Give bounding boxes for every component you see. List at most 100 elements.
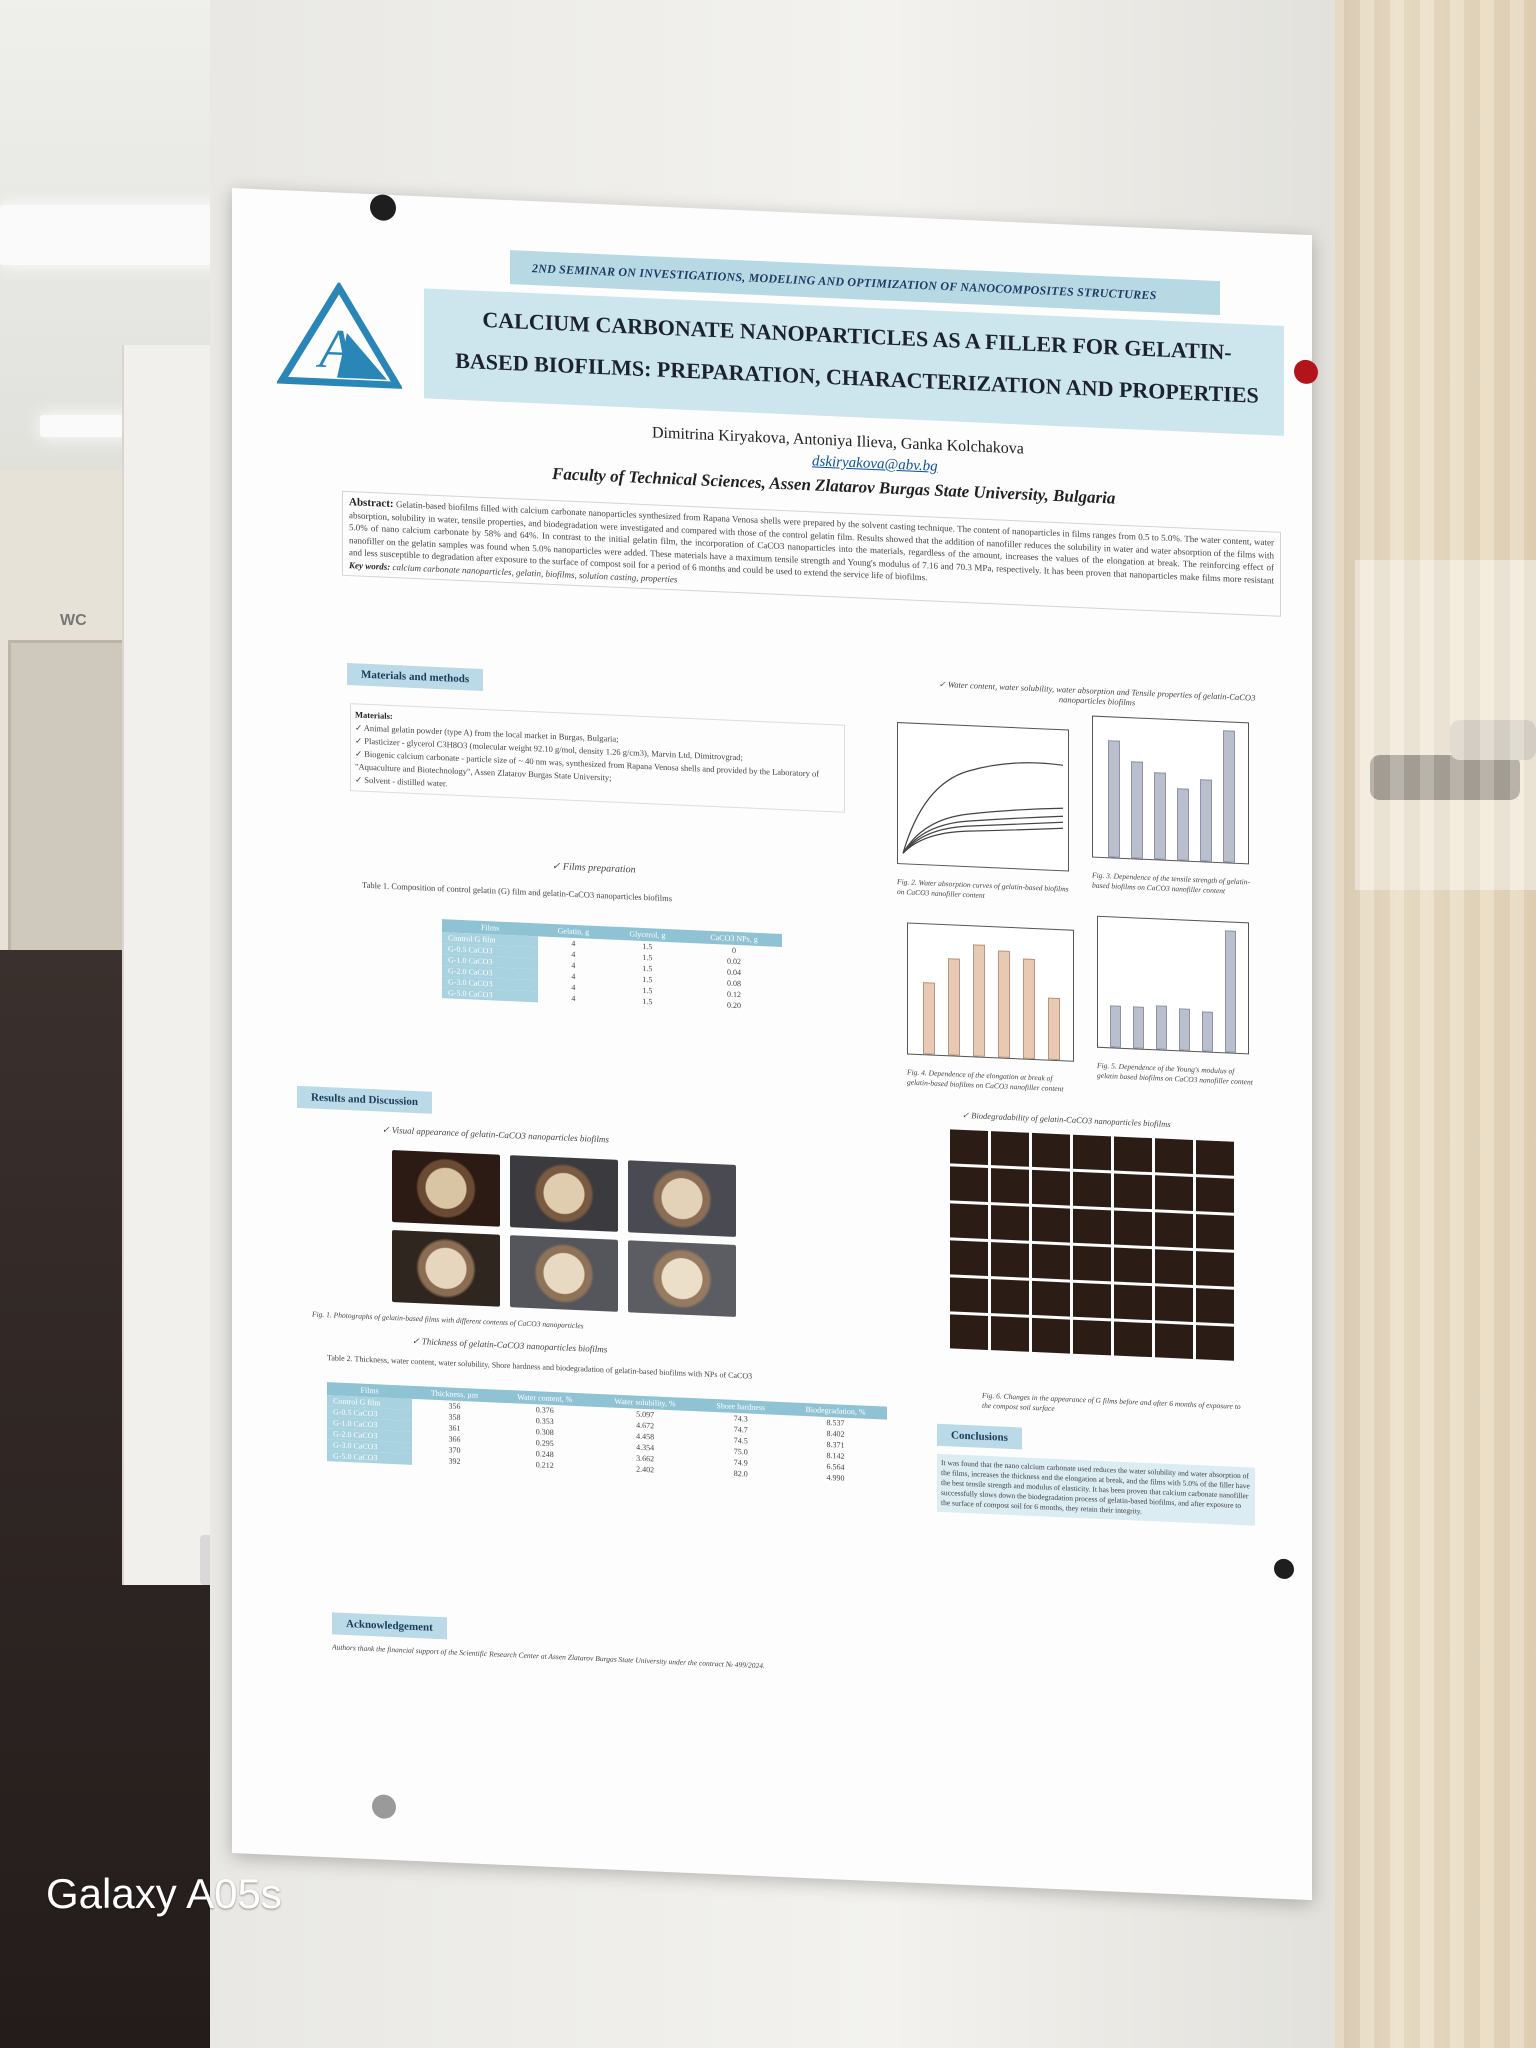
keywords-label: Key words: xyxy=(349,559,391,572)
grid-cell xyxy=(1155,1323,1193,1359)
chart-bar xyxy=(1177,788,1189,861)
grid-cell xyxy=(1155,1138,1193,1174)
grid-cell xyxy=(1196,1325,1234,1361)
fig5-caption: Fig. 5. Dependence of the Young's modulu… xyxy=(1097,1060,1253,1087)
chart-bar xyxy=(1223,730,1235,863)
materials-label: Materials: xyxy=(355,709,393,722)
film-photo xyxy=(628,1160,736,1238)
fig3-caption: Fig. 3. Dependence of the tensile streng… xyxy=(1092,870,1251,896)
chart-bar xyxy=(1110,1005,1121,1048)
grid-cell xyxy=(991,1131,1029,1167)
table1-body: Control G film 4 1.5 0 G-0.5 CaCO3 4 1.5 0.02 … xyxy=(442,932,782,1013)
film-photo xyxy=(628,1240,736,1318)
chart-bar xyxy=(1108,740,1120,858)
poster-magnet xyxy=(1274,1558,1294,1580)
scientific-poster: 2ND SEMINAR ON INVESTIGATIONS, MODELING … xyxy=(232,188,1318,1901)
grid-cell xyxy=(1032,1317,1070,1354)
table-cell: G-5.0 CaCO3 xyxy=(327,1450,413,1465)
acknowledgement-heading: Acknowledgement xyxy=(332,1612,447,1640)
acknowledgement-text: Authors thank the financial support of t… xyxy=(332,1642,765,1671)
grid-cell xyxy=(950,1240,988,1277)
visual-appearance-heading: ✓ Visual appearance of gelatin-CaCO3 nan… xyxy=(382,1124,609,1145)
poster-magnet xyxy=(372,1794,396,1820)
series-line xyxy=(902,821,1064,854)
grid-cell xyxy=(1114,1321,1152,1358)
table-cell: 1.5 xyxy=(642,996,653,1007)
grid-cell xyxy=(1155,1212,1193,1248)
biodegradation-photo-grid xyxy=(950,1129,1234,1361)
grid-cell xyxy=(1032,1169,1070,1206)
grid-cell xyxy=(1196,1288,1234,1324)
grid-cell xyxy=(1114,1136,1152,1173)
grid-cell xyxy=(1073,1319,1111,1356)
grid-cell xyxy=(950,1314,988,1351)
series-line xyxy=(902,815,1064,854)
grid-cell xyxy=(1114,1284,1152,1321)
right-column-heading: ✓ Water content, water solubility, water… xyxy=(938,678,1256,708)
grid-cell xyxy=(991,1279,1029,1315)
table-cell: 4 xyxy=(571,993,576,1003)
chart-bar xyxy=(1156,1005,1167,1050)
series-line xyxy=(902,807,1064,854)
table1: Films Gelatin, g Glycerol, g CaCO3 NPs, … xyxy=(442,919,782,1013)
university-logo: A xyxy=(277,280,402,389)
grid-cell xyxy=(1114,1173,1152,1210)
fig2-curves xyxy=(902,762,1064,854)
chart-bar xyxy=(1048,997,1060,1061)
results-heading: Results and Discussion xyxy=(297,1085,432,1114)
grid-cell xyxy=(1196,1251,1234,1287)
fig6-caption: Fig. 6. Changes in the appearance of G f… xyxy=(982,1390,1241,1413)
chart-bar xyxy=(1023,958,1035,1060)
fig2-water-absorption-plot xyxy=(897,722,1069,872)
grid-cell xyxy=(1114,1247,1152,1284)
grid-cell xyxy=(1073,1134,1111,1171)
film-photo xyxy=(392,1229,500,1307)
fig4-elongation-plot xyxy=(907,922,1074,1062)
grid-cell xyxy=(991,1168,1029,1204)
grid-cell xyxy=(1155,1249,1193,1285)
conclusions-text: It was found that the nano calcium carbo… xyxy=(937,1453,1255,1526)
ceiling-light xyxy=(0,205,230,265)
camera-watermark: Galaxy A05s xyxy=(46,1870,282,1917)
chart-bar xyxy=(1154,772,1166,860)
chart-bar xyxy=(1202,1011,1213,1052)
film-photo xyxy=(392,1149,500,1227)
grid-cell xyxy=(1155,1286,1193,1322)
wc-sign: WC xyxy=(60,612,87,629)
poster-magnet xyxy=(1294,359,1318,385)
films-preparation-heading: ✓ Films preparation xyxy=(552,860,636,876)
chart-bar xyxy=(1131,761,1143,859)
grid-cell xyxy=(991,1205,1029,1241)
chart-bar xyxy=(1225,930,1236,1053)
series-line xyxy=(902,827,1064,854)
grid-cell xyxy=(1073,1208,1111,1245)
grid-cell xyxy=(1196,1214,1234,1250)
grid-cell xyxy=(1155,1175,1193,1211)
grid-cell xyxy=(950,1277,988,1314)
grid-cell xyxy=(1196,1177,1234,1213)
fig5-youngs-modulus-plot xyxy=(1097,915,1249,1055)
chart-bar xyxy=(1133,1006,1144,1049)
table1-caption: Table 1. Composition of control gelatin … xyxy=(362,879,673,904)
grid-cell xyxy=(991,1316,1029,1352)
film-photo xyxy=(510,1155,618,1232)
poster-magnet xyxy=(370,194,396,222)
materials-methods-heading: Materials and methods xyxy=(347,663,484,691)
grid-cell xyxy=(1032,1206,1070,1243)
chart-bar xyxy=(998,950,1010,1058)
fig2-caption: Fig. 2. Water absorption curves of gelat… xyxy=(897,877,1069,900)
grid-cell xyxy=(1032,1280,1070,1317)
grid-cell xyxy=(1073,1245,1111,1282)
film-photo xyxy=(510,1235,618,1312)
grid-cell xyxy=(1032,1132,1070,1169)
grid-cell xyxy=(950,1203,988,1240)
author-email[interactable]: dskiryakova@abv.bg xyxy=(812,453,938,475)
series-line xyxy=(902,762,1064,854)
grid-cell xyxy=(950,1129,988,1166)
chart-bar xyxy=(1200,779,1212,862)
grid-cell xyxy=(1114,1210,1152,1247)
svg-text:A: A xyxy=(315,318,354,382)
chart-bar xyxy=(1179,1008,1190,1051)
chart-bar xyxy=(948,958,960,1056)
